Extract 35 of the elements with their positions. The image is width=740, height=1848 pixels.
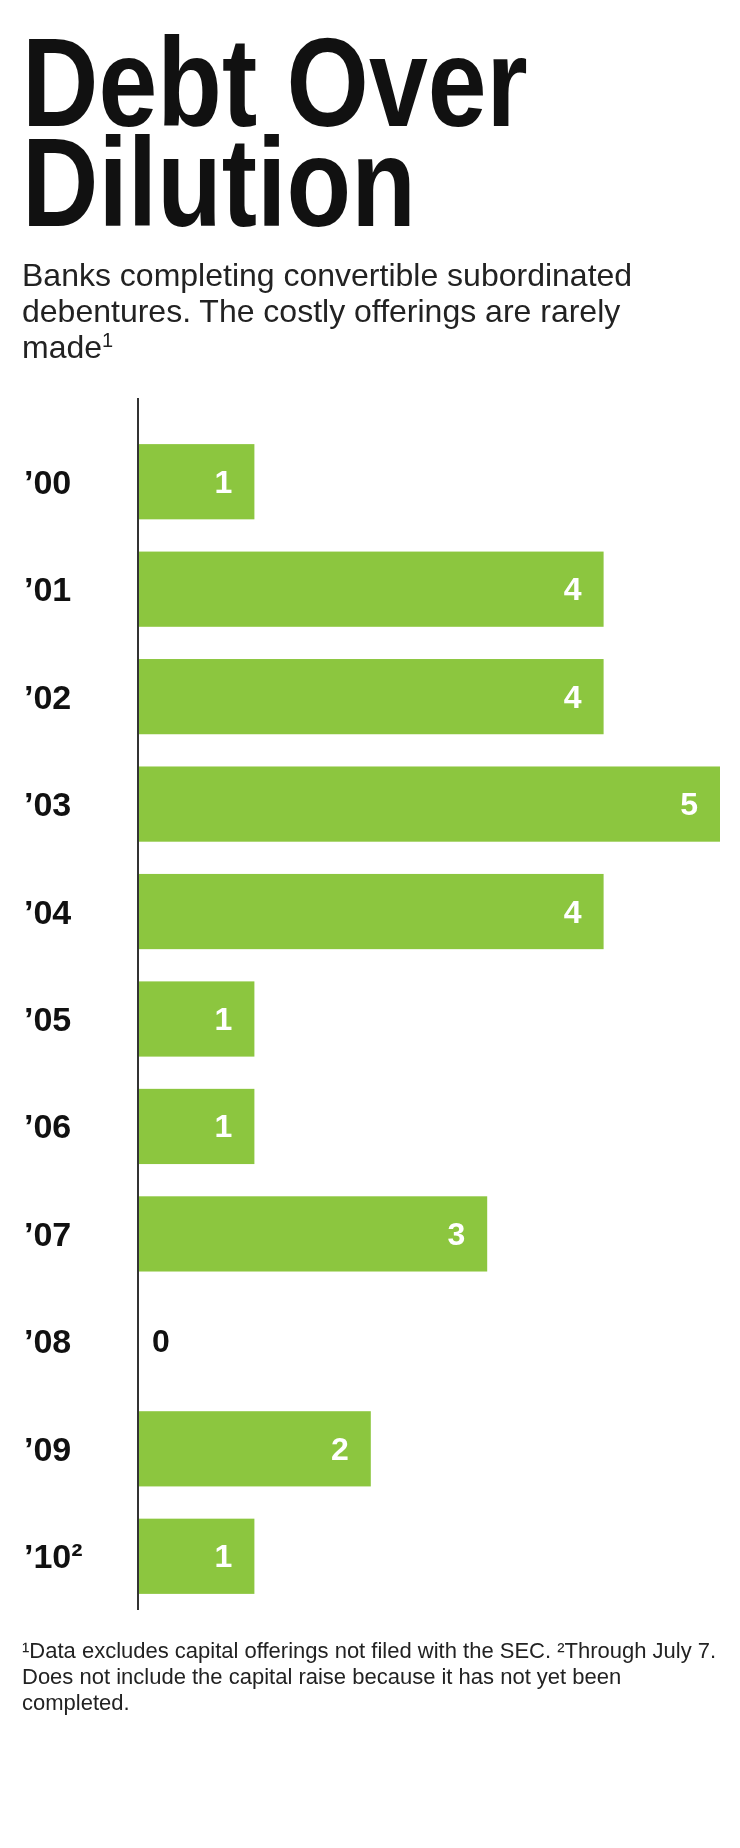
y-tick-label: ’04 <box>24 892 72 931</box>
bar <box>138 873 604 950</box>
text: ¹Data excludes capital offerings not filed with the SEC. ²Through July 7. Does not include the capital raise because it has not yet been completed. <box>22 1638 717 1715</box>
y-tick-label: ’01 <box>24 570 72 609</box>
bar <box>138 659 604 735</box>
bar <box>138 551 604 627</box>
chart-title: Debt Over Dilution <box>22 12 528 254</box>
data-label: 4 <box>563 893 582 930</box>
data-label: 0 <box>152 1323 170 1360</box>
y-tick-label: ’05 <box>24 1000 72 1038</box>
data-label: 1 <box>214 1001 233 1037</box>
bar <box>138 981 255 1057</box>
chart-subtitle: Banks completing convertible subordinated debentures. The costly offerings are rarely made$^{1}$ <box>22 257 633 365</box>
y-tick-label: ’10² <box>24 1537 83 1576</box>
y-tick-label: ’00 <box>24 462 72 501</box>
y-tick-label: ’02 <box>24 677 72 716</box>
data-label: 3 <box>447 1215 466 1252</box>
data-label: 1 <box>214 1108 233 1145</box>
bar <box>138 1411 371 1487</box>
bar <box>138 1088 255 1165</box>
data-label: 1 <box>214 1538 233 1575</box>
y-tick-label: ’09 <box>24 1429 72 1468</box>
y-tick-label: ’03 <box>24 785 72 824</box>
y-tick-label: ’08 <box>24 1322 72 1361</box>
data-label: 2 <box>331 1430 349 1467</box>
bar <box>138 1196 488 1272</box>
y-tick-label: ’06 <box>24 1107 72 1146</box>
bar <box>138 766 720 842</box>
data-label: 1 <box>214 463 233 500</box>
data-label: 4 <box>563 571 582 608</box>
y-tick-label: ’07 <box>24 1214 72 1253</box>
bar <box>138 1518 255 1594</box>
data-label: 5 <box>680 786 698 823</box>
bar <box>138 444 255 520</box>
data-label: 4 <box>563 678 582 715</box>
